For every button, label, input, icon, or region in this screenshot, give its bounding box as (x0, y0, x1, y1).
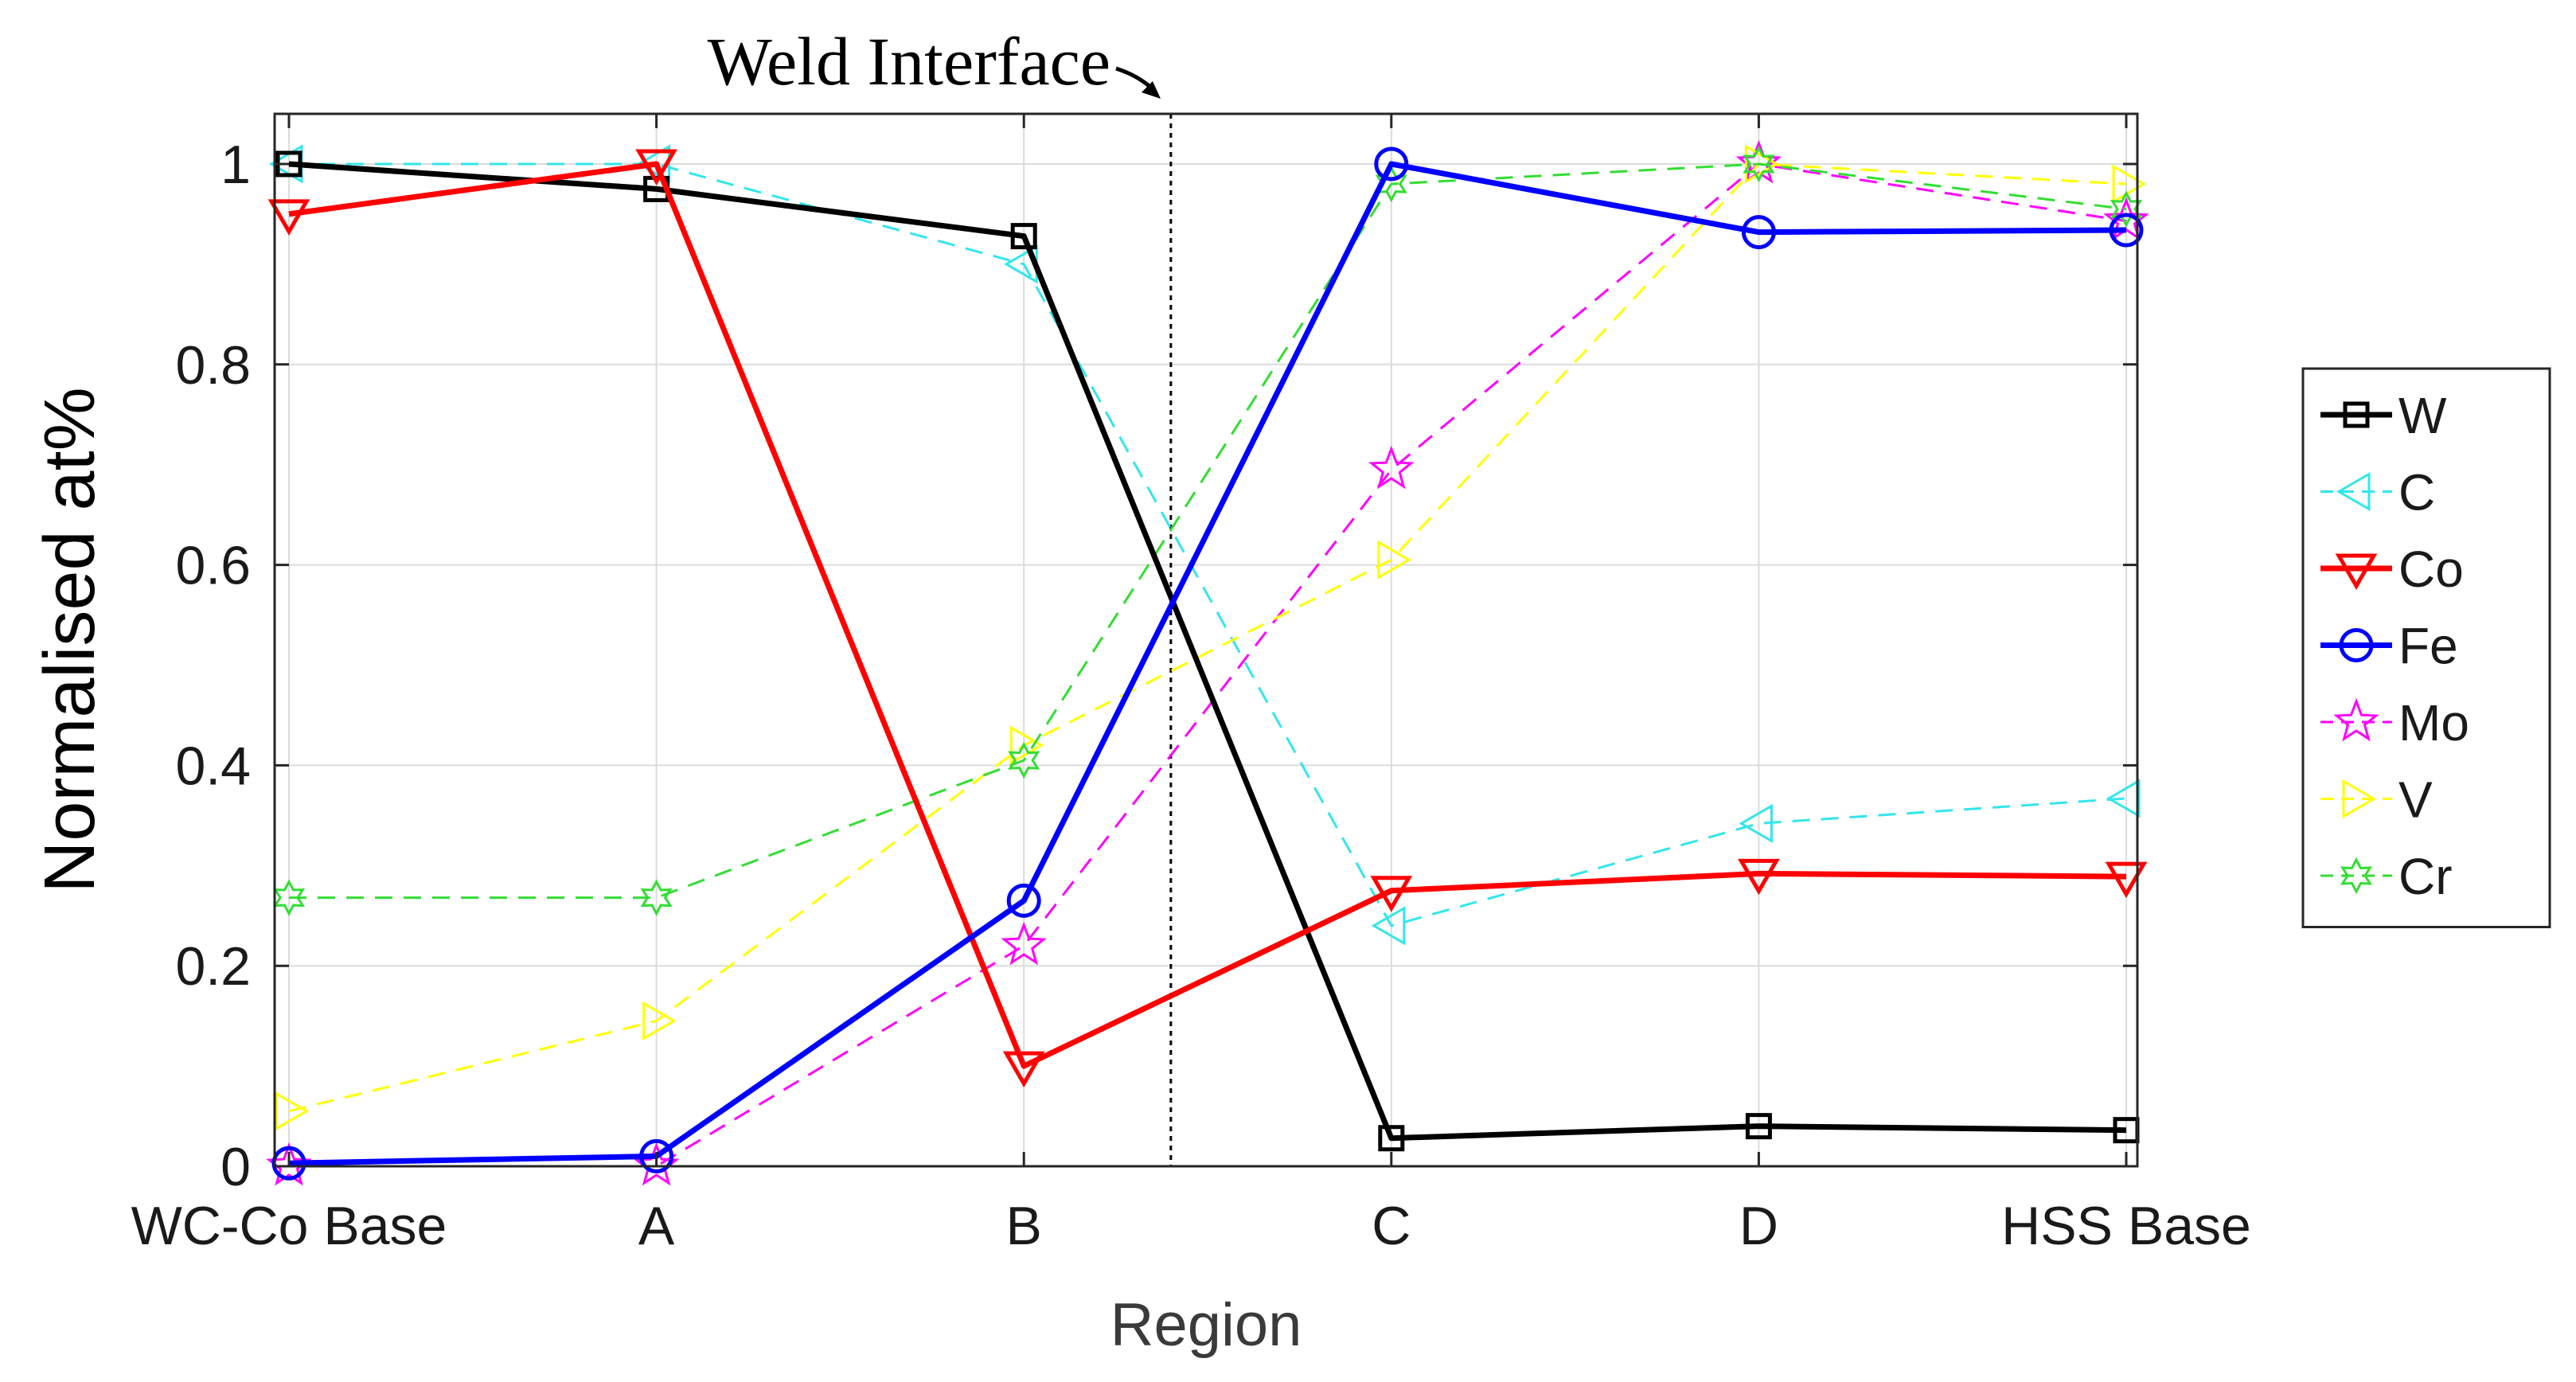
series-line-C (289, 162, 2127, 927)
data-point-Mo (1368, 445, 1415, 490)
series-line-Mo (289, 162, 2127, 1168)
data-point-Cr (2110, 190, 2143, 228)
y-tick-label: 0.4 (175, 736, 251, 796)
data-point-C (2106, 779, 2141, 818)
legend-marker (2333, 697, 2379, 742)
legend: WC Co Fe Mo V Cr (2301, 367, 2551, 928)
data-point-C (636, 144, 671, 184)
series-group (266, 139, 2149, 1186)
data-point-Cr (640, 879, 673, 916)
legend-label: Mo (2398, 694, 2469, 752)
series-C (269, 144, 2141, 946)
legend-item-Fe: Fe (2320, 618, 2458, 675)
series-W (275, 150, 2140, 1152)
data-point-V (2112, 164, 2146, 204)
series-Fe (271, 146, 2144, 1181)
interface-arrow-shaft (1115, 66, 1154, 91)
legend-marker (2335, 553, 2378, 590)
data-point-W (1010, 223, 1037, 250)
series-line-Fe (288, 161, 2127, 1166)
data-point-Cr (1743, 145, 1775, 183)
grid (275, 114, 2137, 1167)
legend-label: C (2398, 464, 2435, 521)
x-tick-label: HSS Base (2001, 1196, 2251, 1256)
x-axis-ticks: WC-Co Base A B C D HSS Base (131, 114, 2251, 1256)
legend-marker (2343, 401, 2370, 428)
interface-label: Weld Interface (708, 23, 1110, 100)
legend-label: Fe (2398, 618, 2458, 675)
data-point-W (1745, 1113, 1772, 1140)
y-tick-label: 0 (221, 1137, 251, 1197)
interface-arrow-head (1142, 81, 1161, 99)
data-point-Cr (1375, 165, 1407, 203)
data-point-Fe (1741, 215, 1776, 250)
y-tick-label: 1 (221, 135, 251, 195)
data-point-Co (267, 199, 310, 236)
legend-label: W (2398, 387, 2447, 444)
x-tick-label: C (1372, 1196, 1411, 1256)
data-point-Fe (639, 1138, 674, 1173)
series-Co (267, 149, 2148, 1088)
legend-item-Cr: Cr (2320, 848, 2453, 905)
series-line-V (288, 162, 2127, 1113)
data-point-V (275, 1091, 309, 1131)
series-line-W (288, 161, 2127, 1142)
legend-label: Co (2398, 541, 2464, 598)
y-axis-label: Normalised at% (30, 387, 110, 892)
data-point-V (1377, 540, 1411, 580)
series-line-Cr (289, 162, 2127, 900)
x-axis-label: Region (1110, 1291, 1302, 1359)
y-tick-label: 0.2 (175, 936, 251, 997)
data-point-Mo (1001, 921, 1047, 966)
data-point-Cr (1008, 741, 1040, 779)
data-point-Fe (1006, 883, 1041, 918)
y-tick-label: 0.8 (175, 335, 251, 396)
weld-interface-marker: Weld Interface (708, 23, 1173, 1166)
legend-item-C: C (2320, 464, 2435, 521)
data-point-Fe (1374, 146, 1409, 182)
legend-marker (2336, 471, 2371, 512)
series-line-Co (288, 161, 2127, 1069)
series-V (275, 144, 2146, 1131)
legend-marker (2339, 628, 2374, 662)
data-point-W (1378, 1125, 1405, 1152)
data-point-V (1744, 144, 1779, 184)
series-Mo (266, 139, 2149, 1186)
plot-frame (273, 112, 2139, 1168)
legend-item-W: W (2320, 387, 2447, 444)
x-tick-label: A (638, 1196, 675, 1256)
y-tick-label: 0.6 (175, 536, 251, 596)
x-tick-label: WC-Co Base (131, 1196, 447, 1256)
legend-marker (2340, 857, 2373, 895)
data-point-Co (1738, 858, 1780, 896)
data-point-Co (2105, 861, 2148, 899)
legend-label: Cr (2398, 848, 2453, 905)
legend-item-Mo: Mo (2320, 694, 2469, 752)
data-point-V (1009, 725, 1044, 765)
data-point-Fe (2109, 213, 2144, 248)
series-Cr (272, 145, 2143, 916)
legend-label: V (2398, 771, 2433, 829)
data-point-C (1739, 803, 1773, 844)
data-point-Co (1002, 1051, 1045, 1088)
data-point-Co (635, 149, 677, 185)
data-point-V (642, 1001, 677, 1041)
data-point-Mo (2103, 197, 2149, 241)
legend-item-Co: Co (2320, 541, 2464, 598)
y-axis-ticks: 0 0.2 0.4 0.6 0.8 1 (175, 135, 2137, 1197)
x-tick-label: D (1739, 1196, 1778, 1256)
legend-item-V: V (2320, 771, 2433, 829)
data-point-C (1371, 906, 1406, 946)
legend-marker (2342, 779, 2376, 819)
x-tick-label: B (1006, 1196, 1042, 1256)
data-point-Co (1370, 876, 1413, 912)
